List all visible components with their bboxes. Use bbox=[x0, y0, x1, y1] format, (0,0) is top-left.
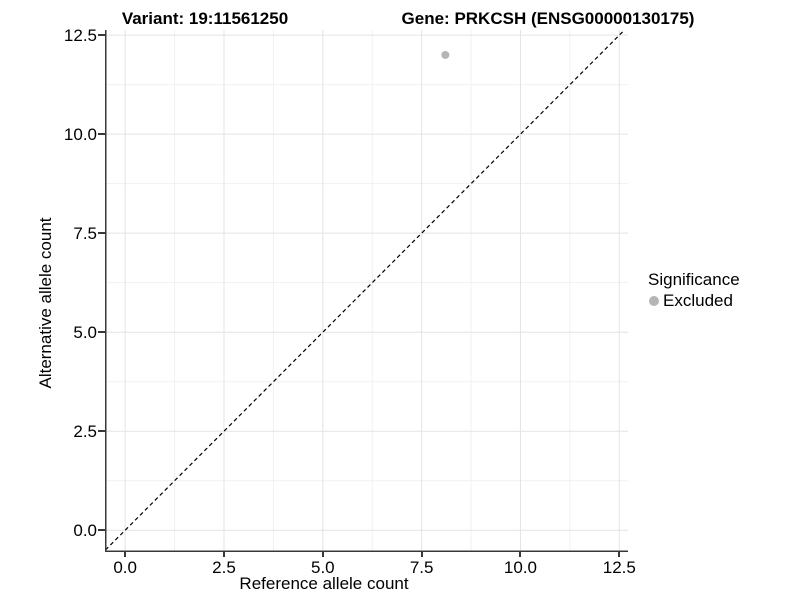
y-tick-label: 10.0 bbox=[63, 124, 97, 144]
y-tick-mark bbox=[98, 430, 105, 433]
y-tick-label: 0.0 bbox=[73, 520, 97, 540]
x-tick-label: 0.0 bbox=[113, 558, 137, 577]
legend-title: Significance bbox=[648, 270, 740, 289]
x-tick-label: 2.5 bbox=[212, 558, 236, 577]
identity-reference-line bbox=[105, 30, 626, 552]
data-point bbox=[441, 50, 450, 59]
y-tick-mark bbox=[98, 133, 105, 136]
legend-item-label: Excluded bbox=[663, 291, 733, 310]
y-tick-label: 7.5 bbox=[73, 223, 97, 243]
x-tick-mark bbox=[222, 552, 225, 557]
plot-title-gene: Gene: PRKCSH (ENSG00000130175) bbox=[401, 9, 695, 28]
x-tick-mark bbox=[124, 552, 127, 557]
y-tick-label: 5.0 bbox=[73, 322, 97, 342]
legend-item-excluded: Excluded bbox=[648, 291, 740, 310]
x-tick-mark bbox=[420, 552, 423, 557]
y-tick-mark bbox=[98, 331, 105, 334]
x-tick-label: 5.0 bbox=[310, 558, 335, 577]
x-tick-mark bbox=[618, 552, 621, 557]
plot-panel bbox=[105, 30, 628, 552]
excluded-point-icon bbox=[649, 295, 659, 306]
y-tick-mark bbox=[98, 529, 105, 532]
y-tick-label: 12.5 bbox=[63, 25, 97, 45]
significance-legend: Significance Excluded bbox=[648, 270, 740, 310]
y-tick-mark bbox=[98, 232, 105, 235]
x-tick-label: 7.5 bbox=[409, 558, 434, 577]
x-axis-title: Reference allele count bbox=[239, 574, 409, 593]
plot-title-variant: Variant: 19:11561250 bbox=[121, 9, 289, 28]
x-tick-mark bbox=[519, 552, 522, 557]
x-tick-mark bbox=[321, 552, 324, 557]
y-tick-mark bbox=[98, 34, 105, 37]
x-tick-label: 12.5 bbox=[602, 558, 636, 577]
x-tick-label: 10.0 bbox=[503, 558, 538, 577]
y-tick-label: 2.5 bbox=[73, 421, 97, 441]
y-axis-title: Alternative allele count bbox=[36, 217, 55, 389]
